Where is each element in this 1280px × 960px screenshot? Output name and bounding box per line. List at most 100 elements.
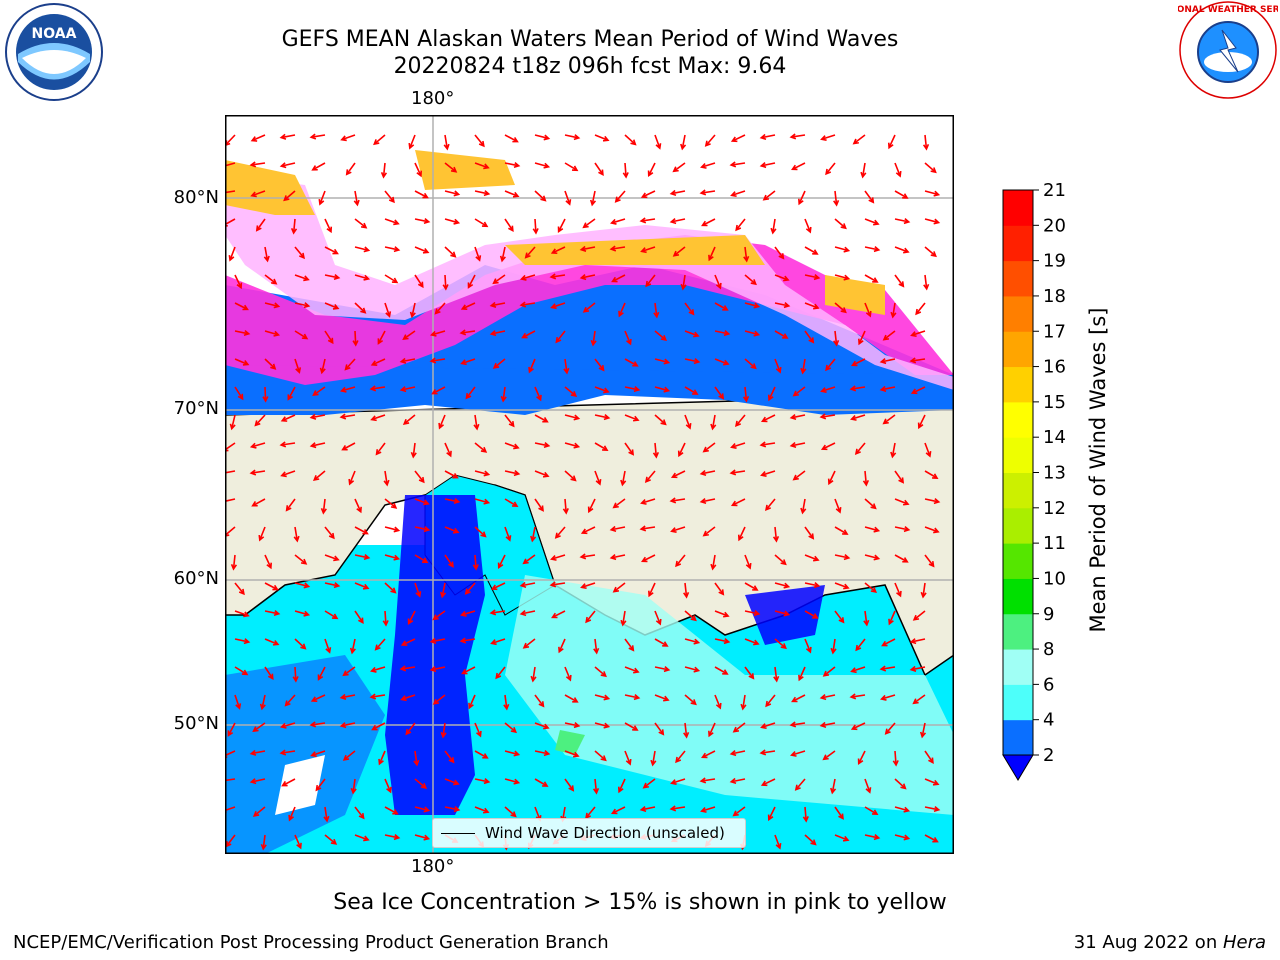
wind-wave-arrow — [912, 610, 926, 621]
wind-wave-arrow — [521, 330, 536, 339]
wind-wave-arrow — [522, 638, 536, 649]
wind-wave-arrow — [594, 694, 611, 701]
colorbar-label: Mean Period of Wind Waves [s] — [1086, 307, 1110, 633]
wind-wave-arrow — [819, 721, 836, 728]
wind-wave-arrow — [554, 526, 566, 539]
wind-wave-arrow — [864, 190, 875, 204]
wind-wave-arrow — [714, 302, 729, 311]
wind-wave-arrow — [353, 190, 360, 207]
wind-wave-arrow — [405, 722, 416, 736]
wind-wave-arrow — [339, 386, 356, 393]
colorbar-segment — [1003, 613, 1033, 650]
wind-wave-arrow — [850, 358, 866, 367]
wind-wave-arrow — [594, 666, 607, 678]
wind-wave-arrow — [349, 638, 356, 655]
wind-wave-arrow — [923, 274, 930, 291]
wind-wave-arrow — [551, 610, 566, 619]
wind-wave-arrow — [264, 666, 274, 681]
colorbar-tick-label: 16 — [1043, 357, 1066, 378]
wind-wave-arrow — [834, 302, 847, 314]
colorbar-segment — [1003, 295, 1033, 332]
wind-wave-arrow — [249, 778, 266, 785]
wind-wave-arrow — [504, 778, 521, 785]
wind-wave-arrow — [850, 414, 866, 421]
wind-wave-arrow — [612, 582, 626, 593]
wind-wave-arrow — [564, 722, 581, 729]
wind-wave-arrow — [879, 358, 896, 365]
wind-wave-arrow — [499, 246, 506, 263]
colorbar-tick-label: 9 — [1043, 604, 1054, 625]
wind-wave-arrow — [830, 778, 837, 795]
wind-wave-arrow — [444, 470, 459, 479]
wind-wave-arrow — [640, 246, 656, 254]
wind-wave-arrow — [593, 638, 600, 655]
wind-wave-arrow — [740, 694, 747, 711]
wind-wave-arrow — [791, 694, 806, 703]
wind-wave-arrow — [790, 750, 806, 757]
wind-wave-arrow — [228, 246, 236, 262]
wind-wave-arrow — [474, 778, 491, 785]
wind-wave-arrow — [609, 554, 626, 561]
wind-wave-arrow — [429, 666, 446, 673]
wind-wave-arrow — [444, 750, 455, 764]
wind-wave-arrow — [714, 582, 725, 596]
wind-wave-arrow — [894, 582, 902, 598]
wind-wave-arrow — [744, 274, 757, 286]
wind-wave-arrow — [850, 722, 866, 731]
wind-wave-arrow — [279, 749, 296, 756]
wind-wave-arrow — [610, 218, 626, 225]
wind-wave-arrow — [534, 778, 549, 787]
wind-wave-arrow — [609, 525, 626, 533]
wind-wave-arrow — [912, 694, 926, 705]
wind-wave-arrow — [819, 694, 836, 701]
wind-wave-arrow — [624, 750, 632, 766]
wind-wave-arrow — [774, 274, 790, 282]
wind-wave-arrow — [249, 749, 266, 756]
wind-wave-arrow — [264, 330, 281, 337]
wind-wave-arrow — [251, 498, 266, 507]
wind-wave-arrow — [684, 610, 697, 622]
wind-wave-arrow — [460, 358, 476, 366]
wind-wave-arrow — [672, 162, 686, 173]
wind-wave-arrow — [594, 386, 610, 394]
wind-wave-arrow — [890, 302, 897, 319]
colorbar-segment — [1003, 507, 1033, 544]
wind-wave-arrow — [284, 694, 296, 707]
wind-wave-arrow — [683, 722, 690, 739]
wave-period-map — [225, 115, 954, 854]
wind-wave-arrow — [225, 162, 236, 169]
wind-wave-arrow — [468, 694, 476, 710]
wind-wave-arrow — [252, 722, 266, 733]
wind-wave-arrow — [414, 190, 429, 199]
colorbar-tick-label: 8 — [1043, 639, 1054, 660]
wind-wave-arrow — [922, 134, 930, 151]
wind-wave-arrow — [684, 358, 701, 365]
wind-wave-arrow — [772, 526, 780, 543]
wind-wave-arrow — [250, 190, 266, 198]
wind-wave-arrow — [262, 386, 269, 403]
wind-wave-arrow — [864, 834, 881, 841]
lat-label-60: 60°N — [173, 568, 219, 589]
wind-wave-arrow — [580, 526, 596, 535]
wind-wave-arrow — [414, 834, 431, 841]
wind-wave-arrow — [864, 554, 881, 561]
wind-wave-arrow — [792, 470, 806, 481]
wind-wave-arrow — [852, 134, 866, 145]
colorbar-segment — [1003, 260, 1033, 297]
wind-wave-arrow — [589, 190, 597, 207]
wind-wave-arrow — [794, 778, 806, 791]
wind-wave-arrow — [714, 330, 731, 337]
wind-wave-arrow — [384, 582, 397, 594]
wind-wave-arrow — [444, 442, 452, 458]
wind-wave-arrow — [429, 637, 446, 644]
wind-wave-arrow — [324, 610, 339, 620]
wind-wave-arrow — [564, 470, 577, 482]
wind-wave-arrow — [474, 526, 487, 538]
wind-wave-arrow — [894, 834, 911, 841]
wind-wave-arrow — [762, 190, 776, 201]
wind-wave-arrow — [294, 358, 302, 374]
wind-wave-arrow — [744, 666, 755, 680]
wind-wave-arrow — [339, 413, 356, 420]
wind-wave-arrow — [620, 470, 627, 487]
wind-wave-arrow — [594, 162, 604, 176]
